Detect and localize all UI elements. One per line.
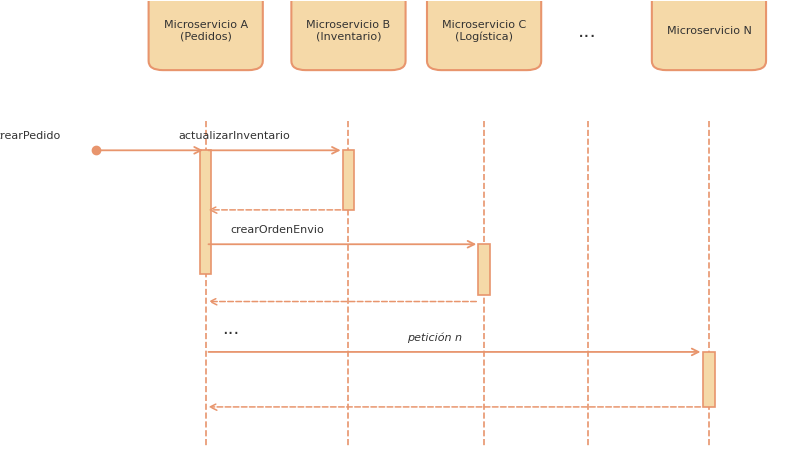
Text: actualizarInventario: actualizarInventario: [178, 131, 290, 141]
FancyBboxPatch shape: [427, 0, 541, 70]
Text: Microservicio N: Microservicio N: [666, 26, 751, 36]
FancyBboxPatch shape: [149, 0, 263, 70]
Text: crearOrdenEnvio: crearOrdenEnvio: [230, 225, 324, 235]
Text: Microservicio C
(Logística): Microservicio C (Logística): [442, 20, 526, 42]
FancyBboxPatch shape: [200, 150, 212, 274]
Text: ...: ...: [222, 320, 240, 338]
FancyBboxPatch shape: [291, 0, 406, 70]
Text: Microservicio B
(Inventario): Microservicio B (Inventario): [306, 20, 391, 42]
FancyBboxPatch shape: [343, 150, 354, 210]
Text: Microservicio A
(Pedidos): Microservicio A (Pedidos): [164, 20, 248, 42]
Text: crearPedido: crearPedido: [0, 131, 60, 141]
Text: petición n: petición n: [407, 332, 462, 343]
FancyBboxPatch shape: [703, 352, 715, 407]
Text: ...: ...: [578, 22, 597, 41]
FancyBboxPatch shape: [652, 0, 766, 70]
FancyBboxPatch shape: [478, 244, 490, 295]
